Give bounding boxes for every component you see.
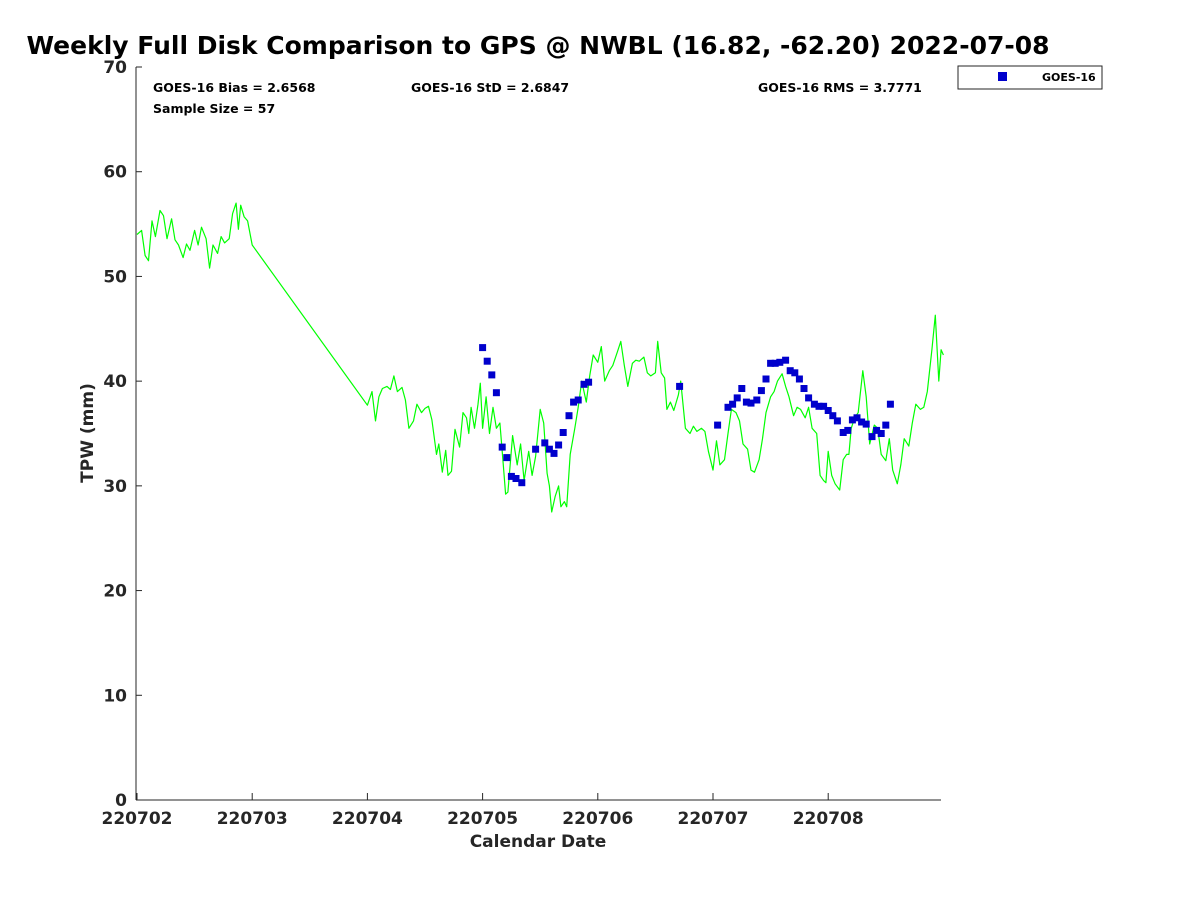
goes16-point: [771, 359, 779, 367]
goes16-point: [507, 472, 515, 480]
x-tick-label: 220703: [217, 809, 288, 829]
goes16-point: [503, 454, 511, 462]
goes16-point: [882, 421, 890, 429]
goes16-point: [545, 445, 553, 453]
y-tick-label: 50: [103, 267, 127, 287]
goes16-point: [733, 394, 741, 402]
goes16-point: [738, 385, 746, 392]
goes16-point: [541, 439, 549, 447]
x-axis-ticks: 220702 220703 220704 220705 220706 220707 2207…: [102, 793, 864, 829]
goes16-point: [810, 400, 818, 408]
goes16-point: [848, 416, 856, 424]
y-tick-label: 60: [103, 163, 127, 183]
x-tick-label: 220707: [678, 809, 749, 829]
legend: GOES-16: [957, 65, 1103, 90]
goes16-point: [757, 387, 765, 395]
goes16-point: [873, 426, 881, 434]
y-tick-label: 40: [103, 372, 127, 392]
goes16-point: [805, 394, 813, 402]
goes16-point: [815, 402, 823, 410]
y-tick-label: 70: [103, 58, 127, 78]
x-tick-label: 220704: [332, 809, 403, 829]
y-axis-label: TPW (mm): [78, 383, 98, 483]
goes16-point: [868, 433, 876, 441]
goes16-point: [479, 344, 487, 352]
goes16-point: [742, 398, 750, 406]
x-tick-label: 220702: [102, 809, 173, 829]
goes16-point: [820, 402, 828, 410]
bias-stat: GOES-16 Bias = 2.6568: [153, 80, 315, 95]
goes16-point: [800, 385, 808, 392]
goes16-point: [555, 441, 563, 449]
goes16-point: [747, 399, 755, 407]
goes16-point: [518, 479, 526, 487]
goes16-point: [512, 475, 520, 482]
goes16-point: [580, 380, 588, 388]
y-axis-ticks: 0 10 20 30 40 50 60 70: [103, 58, 142, 811]
goes16-point: [559, 429, 567, 436]
goes16-point: [585, 378, 593, 386]
goes16-point: [839, 429, 847, 436]
goes16-point: [676, 382, 684, 390]
y-tick-label: 20: [103, 582, 127, 602]
y-tick-label: 30: [103, 477, 127, 497]
y-tick-label: 0: [115, 791, 127, 811]
goes16-point: [574, 396, 582, 404]
goes16-point: [824, 407, 832, 414]
goes16-point: [483, 357, 491, 365]
goes16-point: [795, 375, 803, 383]
series-layer: [136, 202, 944, 513]
x-tick-label: 220708: [793, 809, 864, 829]
goes16-point: [492, 389, 500, 397]
goes16-point: [532, 445, 540, 453]
goes16-point: [833, 417, 841, 425]
goes16-point: [565, 412, 573, 420]
legend-box: [957, 65, 1103, 90]
goes16-point: [858, 418, 866, 426]
legend-label: GOES-16: [1042, 71, 1096, 84]
chart-title: Weekly Full Disk Comparison to GPS @ NWB…: [26, 31, 1049, 60]
goes16-point: [782, 356, 790, 364]
legend-marker: [998, 72, 1007, 81]
x-axis-label: Calendar Date: [470, 832, 607, 852]
x-tick-label: 220705: [447, 809, 518, 829]
goes16-point: [829, 412, 837, 420]
goes16-point: [767, 359, 775, 367]
goes16-point: [550, 449, 558, 457]
rms-stat: GOES-16 RMS = 3.7771: [758, 80, 922, 95]
goes16-point: [729, 400, 737, 408]
goes16-point: [786, 367, 794, 375]
goes16-point: [753, 396, 761, 404]
goes16-point: [762, 375, 770, 383]
goes16-point: [498, 443, 506, 451]
goes16-point: [776, 358, 784, 366]
goes16-point: [886, 400, 894, 408]
goes16-point: [570, 398, 578, 406]
goes16-point: [853, 414, 861, 422]
goes16-point: [791, 369, 799, 377]
sample-size-stat: Sample Size = 57: [153, 101, 275, 116]
goes16-point: [844, 426, 852, 434]
goes16-point: [714, 421, 722, 429]
y-tick-label: 10: [103, 686, 127, 706]
goes16-point: [877, 430, 885, 437]
std-stat: GOES-16 StD = 2.6847: [411, 80, 569, 95]
x-tick-label: 220706: [562, 809, 633, 829]
gps-series-line: [136, 202, 944, 513]
goes16-point: [724, 403, 732, 411]
goes16-point: [488, 371, 496, 379]
plot-area: [136, 67, 941, 800]
goes16-point: [862, 420, 870, 428]
